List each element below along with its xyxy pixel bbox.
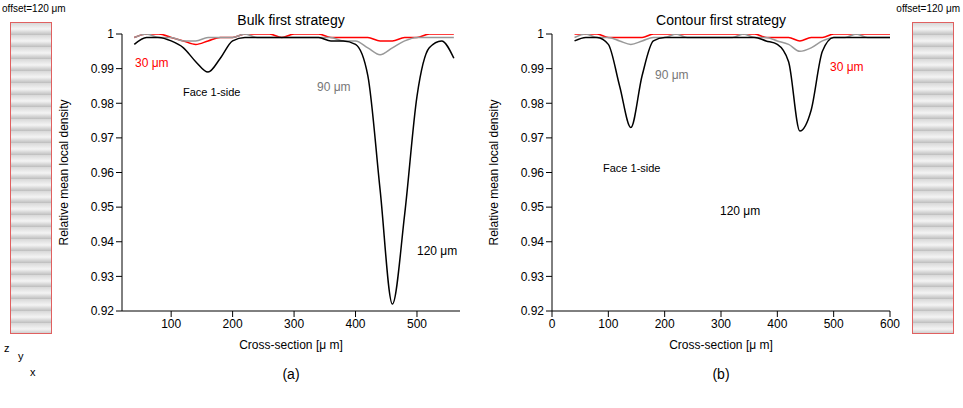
html-text:120 μm: 120 μm	[417, 244, 458, 258]
svg-text:Relative mean local density: Relative mean local density	[57, 99, 71, 245]
svg-text:600: 600	[880, 317, 900, 331]
html-text:Face 1-side: Face 1-side	[603, 162, 661, 174]
svg-text:0.94: 0.94	[91, 235, 115, 249]
svg-text:500: 500	[824, 317, 844, 331]
html-text:(b): (b)	[712, 366, 730, 382]
html-text:90 μm: 90 μm	[317, 80, 351, 94]
svg-text:0.96: 0.96	[91, 166, 115, 180]
html-text:Bulk first strategy: Bulk first strategy	[237, 12, 345, 28]
svg-text:0.99: 0.99	[91, 62, 115, 76]
svg-text:100: 100	[598, 317, 618, 331]
html-text:offset=120 μm: offset=120 μm	[896, 3, 960, 14]
svg-text:0.99: 0.99	[521, 62, 545, 76]
svg-text:300: 300	[284, 317, 304, 331]
svg-text:400: 400	[346, 317, 366, 331]
html-text:x: x	[30, 366, 36, 378]
svg-text:200: 200	[655, 317, 675, 331]
html-text:30 μm: 30 μm	[830, 60, 864, 74]
svg-text:0.98: 0.98	[91, 97, 115, 111]
svg-text:500: 500	[407, 317, 427, 331]
svg-text:0.92: 0.92	[521, 304, 545, 318]
svg-text:0.94: 0.94	[521, 235, 545, 249]
html-text:y: y	[18, 350, 24, 362]
svg-text:1: 1	[107, 27, 114, 41]
svg-text:Relative mean local density: Relative mean local density	[487, 99, 501, 245]
svg-text:Cross-section [μ m]: Cross-section [μ m]	[669, 338, 773, 352]
svg-text:100: 100	[161, 317, 181, 331]
svg-text:0.96: 0.96	[521, 166, 545, 180]
svg-text:0.98: 0.98	[521, 97, 545, 111]
svg-text:0: 0	[549, 317, 556, 331]
svg-text:0.97: 0.97	[91, 131, 115, 145]
svg-text:200: 200	[223, 317, 243, 331]
html-text:(a): (a)	[282, 366, 300, 382]
svg-text:0.93: 0.93	[91, 270, 115, 284]
svg-text:0.93: 0.93	[521, 270, 545, 284]
svg-text:0.95: 0.95	[521, 200, 545, 214]
html-text:z: z	[4, 342, 10, 354]
svg-text:0.92: 0.92	[91, 304, 115, 318]
html-text:Face 1-side: Face 1-side	[183, 86, 241, 98]
svg-text:Cross-section [μ m]: Cross-section [μ m]	[239, 338, 343, 352]
html-text:30 μm: 30 μm	[135, 56, 169, 70]
svg-text:1: 1	[537, 27, 544, 41]
svg-text:0.95: 0.95	[91, 200, 115, 214]
svg-text:0.97: 0.97	[521, 131, 545, 145]
html-text:Contour first strategy: Contour first strategy	[656, 12, 786, 28]
html-text:offset=120 μm: offset=120 μm	[2, 3, 66, 14]
svg-text:300: 300	[711, 317, 731, 331]
svg-text:400: 400	[767, 317, 787, 331]
html-text:120 μm: 120 μm	[720, 204, 761, 218]
html-text:90 μm: 90 μm	[655, 68, 689, 82]
